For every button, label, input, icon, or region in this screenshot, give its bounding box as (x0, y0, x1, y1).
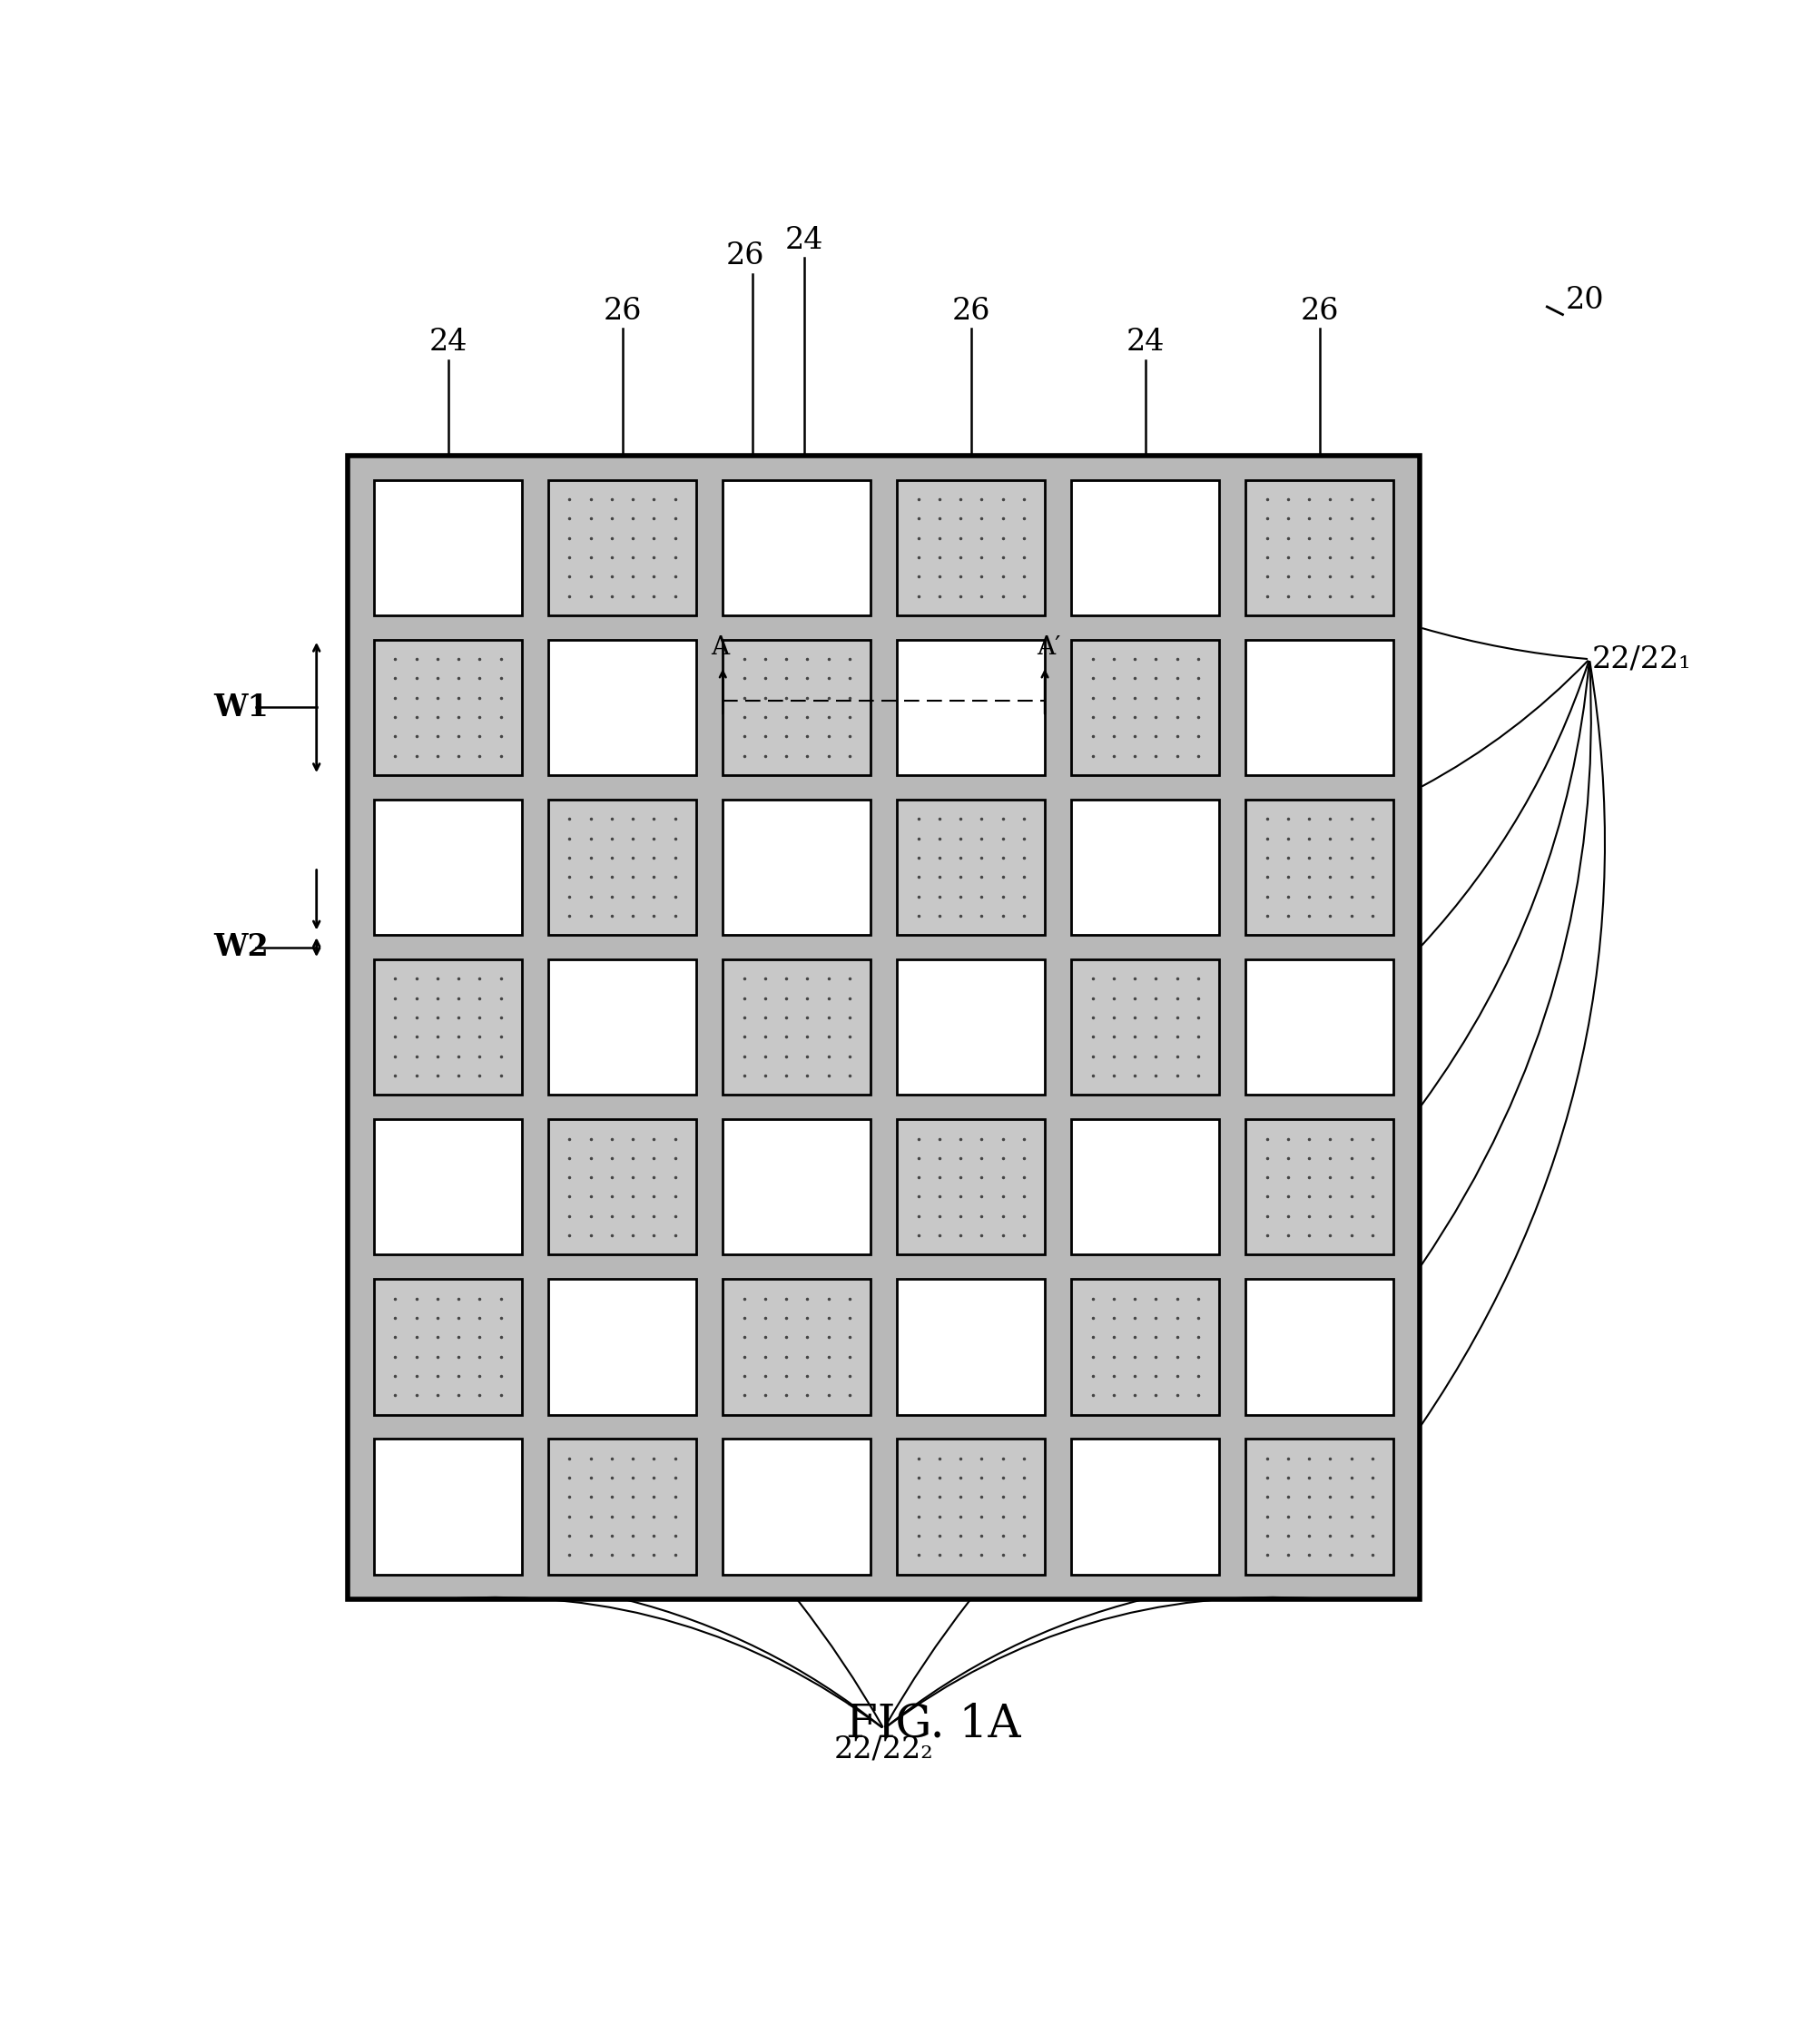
Bar (548, 1279, 695, 1414)
Bar (548, 1438, 695, 1574)
Bar (548, 641, 695, 775)
Text: 22/22₁: 22/22₁ (1591, 645, 1691, 673)
Text: 24: 24 (784, 226, 823, 254)
Bar (373, 641, 522, 775)
Bar (348, 456, 1420, 1599)
Bar (373, 1438, 522, 1574)
Bar (373, 1119, 522, 1255)
Bar (723, 1438, 870, 1574)
Bar (723, 1119, 870, 1255)
Bar (897, 641, 1045, 775)
Text: 26: 26 (952, 297, 990, 325)
Text: 26: 26 (726, 242, 764, 271)
Bar (1070, 960, 1219, 1094)
Bar (1070, 1119, 1219, 1255)
Bar (348, 456, 1420, 1599)
Bar (1070, 641, 1219, 775)
Bar (548, 480, 695, 616)
Bar (1070, 1279, 1219, 1414)
Bar (1070, 480, 1219, 616)
Bar (1070, 799, 1219, 936)
Bar (897, 799, 1045, 936)
Bar (1245, 1279, 1392, 1414)
Text: 22/22₂: 22/22₂ (834, 1735, 934, 1763)
Bar (548, 960, 695, 1094)
Bar (723, 641, 870, 775)
Text: W2: W2 (213, 932, 269, 962)
Bar (1070, 1438, 1219, 1574)
Bar (723, 960, 870, 1094)
Bar (723, 799, 870, 936)
Bar (723, 480, 870, 616)
Text: FIG. 1A: FIG. 1A (846, 1702, 1019, 1747)
Bar (723, 1279, 870, 1414)
Bar (1245, 480, 1392, 616)
Text: 26: 26 (602, 297, 641, 325)
Bar (897, 1119, 1045, 1255)
Bar (1245, 1119, 1392, 1255)
Bar (1245, 799, 1392, 936)
Text: W1: W1 (213, 692, 269, 722)
Bar (897, 1438, 1045, 1574)
Text: A: A (710, 635, 728, 659)
Bar (1245, 641, 1392, 775)
Bar (548, 799, 695, 936)
Text: 24: 24 (428, 327, 468, 356)
Bar (373, 960, 522, 1094)
Bar (1245, 1438, 1392, 1574)
Bar (897, 1279, 1045, 1414)
Bar (548, 1119, 695, 1255)
Text: 24: 24 (1125, 327, 1165, 356)
Text: A′: A′ (1037, 635, 1061, 659)
Text: 26: 26 (1299, 297, 1338, 325)
Bar (1245, 960, 1392, 1094)
Bar (373, 480, 522, 616)
Bar (373, 799, 522, 936)
Bar (373, 1279, 522, 1414)
Text: 20: 20 (1565, 285, 1603, 315)
Bar (897, 960, 1045, 1094)
Bar (897, 480, 1045, 616)
